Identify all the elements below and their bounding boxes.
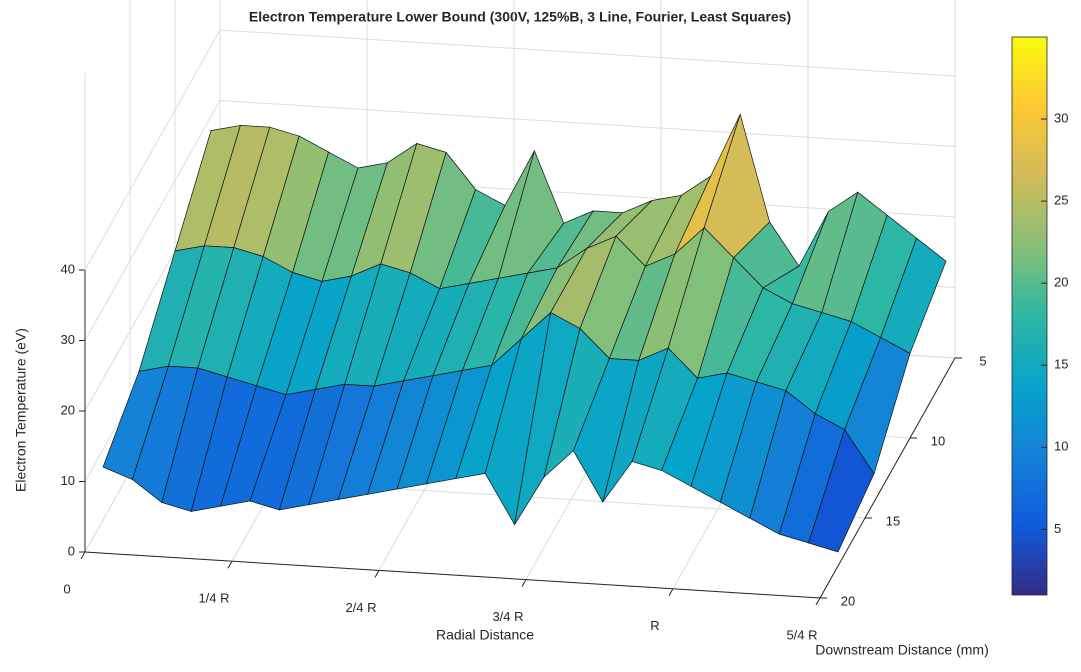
colorbar-tick-label: 5: [1054, 521, 1061, 536]
axis-line: [84, 551, 821, 599]
colorbar-tick-label: 10: [1054, 439, 1068, 454]
x-tick-label: 2/4 R: [345, 600, 376, 615]
x-tick: [227, 560, 233, 569]
z-tick-label: 10: [61, 473, 75, 488]
x-tick-label: 3/4 R: [492, 609, 523, 624]
surface-patch: [808, 428, 875, 553]
z-axis-label: Electron Temperature (eV): [13, 328, 29, 492]
x-tick: [521, 579, 527, 587]
y-tick-label: 20: [841, 593, 855, 608]
colorbar-tick-label: 25: [1054, 193, 1068, 208]
colorbar-tick-label: 20: [1054, 275, 1068, 290]
x-tick: [80, 551, 86, 560]
x-tick: [374, 570, 380, 578]
colorbar-tick-label: 30: [1054, 110, 1068, 125]
x-tick-label: 1/4 R: [198, 591, 229, 606]
x-tick: [668, 588, 674, 597]
chart-title: Electron Temperature Lower Bound (300V, …: [249, 9, 791, 25]
axis-line: [819, 357, 956, 599]
x-tick: [815, 597, 821, 606]
x-axis-label: Radial Distance: [436, 627, 534, 643]
x-tick-label: 0: [63, 581, 70, 596]
y-tick-label: 10: [931, 433, 945, 448]
y-axis-label: Downstream Distance (mm): [815, 642, 988, 658]
z-tick-label: 40: [61, 261, 75, 276]
z-tick-label: 20: [61, 402, 75, 417]
x-tick-label: R: [650, 618, 659, 633]
colorbar-tick-label: 15: [1054, 357, 1068, 372]
surface: [102, 113, 947, 553]
colorbar: [1011, 36, 1048, 596]
y-tick-label: 15: [886, 513, 900, 528]
x-tick-label: 5/4 R: [786, 627, 817, 642]
y-tick-label: 5: [979, 353, 986, 368]
z-tick-label: 30: [61, 332, 75, 347]
z-tick-label: 0: [68, 543, 75, 558]
